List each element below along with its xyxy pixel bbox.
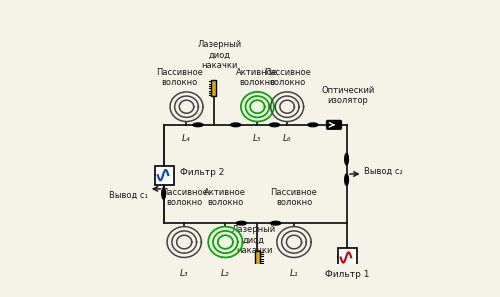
Text: Лазерный
диод
накачки: Лазерный диод накачки (198, 40, 242, 70)
Text: Активное
волокно: Активное волокно (236, 68, 279, 87)
Polygon shape (270, 221, 280, 225)
Text: L₄: L₄ (182, 134, 191, 143)
Text: Фильтр 1: Фильтр 1 (326, 270, 370, 279)
Text: L₃: L₃ (180, 269, 188, 278)
Text: L₂: L₂ (221, 269, 230, 278)
Bar (156, 166, 174, 184)
Polygon shape (162, 188, 166, 199)
FancyBboxPatch shape (326, 121, 342, 129)
Bar (255, 251, 260, 267)
Text: Лазерный
диод
накачки: Лазерный диод накачки (232, 225, 276, 255)
Text: L₁: L₁ (290, 269, 298, 278)
Bar (338, 248, 357, 267)
Text: Пассивное
волокно: Пассивное волокно (270, 188, 318, 207)
Bar (212, 80, 216, 96)
Polygon shape (193, 123, 203, 127)
Text: L₅: L₅ (253, 134, 262, 143)
Text: Пассивное
волокно: Пассивное волокно (156, 68, 203, 87)
Text: Пассивное
волокно: Пассивное волокно (264, 68, 310, 87)
Text: Активное
волокно: Активное волокно (204, 188, 246, 207)
Polygon shape (230, 123, 240, 127)
Text: Вывод c₁: Вывод c₁ (108, 191, 148, 200)
Polygon shape (270, 123, 280, 127)
Text: Пассивное
волокно: Пассивное волокно (161, 188, 208, 207)
Text: Фильтр 2: Фильтр 2 (180, 168, 224, 177)
Polygon shape (236, 221, 246, 225)
Polygon shape (308, 123, 318, 127)
Text: L₆: L₆ (283, 134, 292, 143)
Polygon shape (345, 174, 348, 185)
Text: Вывод c₂: Вывод c₂ (364, 167, 403, 176)
Text: Оптический
изолятор: Оптический изолятор (321, 86, 374, 105)
Polygon shape (345, 154, 348, 165)
